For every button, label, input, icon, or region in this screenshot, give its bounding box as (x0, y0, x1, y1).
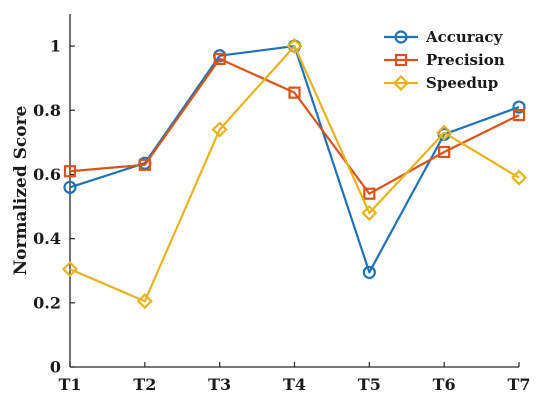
data-point (361, 204, 378, 222)
x-tick-label: T5 (358, 375, 381, 394)
y-tick-label: 0 (50, 358, 61, 377)
series-line (69, 57, 520, 195)
series-precision (63, 52, 526, 200)
data-point (136, 293, 153, 310)
legend-item: Precision (384, 51, 505, 69)
series-speedup (61, 38, 528, 310)
legend-marker (394, 53, 408, 67)
x-tick-label: T4 (283, 375, 306, 394)
legend-label: Speedup (426, 74, 498, 92)
y-tick-label: 0.8 (33, 101, 61, 120)
x-tick-label: T2 (133, 375, 156, 394)
data-point (436, 124, 453, 141)
y-tick-label: 0.2 (33, 293, 61, 312)
x-tick-label: T3 (208, 375, 231, 394)
data-point (63, 180, 77, 194)
x-tick-label: T7 (507, 375, 530, 394)
legend: Accuracy Precision Speedup (384, 28, 505, 92)
data-point (362, 265, 376, 279)
legend-label: Precision (426, 51, 505, 69)
y-axis-title: Normalized Score (11, 105, 31, 275)
data-point (61, 261, 79, 278)
legend-item: Speedup (384, 74, 498, 92)
data-point (138, 158, 151, 171)
data-point (286, 38, 303, 55)
y-tick-label: 0.4 (33, 229, 61, 248)
series-layer (61, 38, 528, 310)
series-line (69, 44, 520, 303)
y-tick-label: 1 (50, 37, 61, 56)
data-point (512, 108, 526, 122)
legend-marker (394, 30, 408, 44)
data-point (438, 145, 451, 159)
legend-label: Accuracy (425, 28, 504, 46)
data-point (288, 86, 301, 99)
data-point (363, 187, 376, 200)
data-point (211, 121, 228, 138)
data-point (63, 165, 77, 178)
legend-marker (392, 74, 410, 92)
y-tick-label: 0.6 (33, 165, 61, 184)
data-point (510, 169, 528, 186)
x-tick-label: T1 (58, 375, 81, 394)
axes (69, 14, 520, 368)
data-point (213, 52, 226, 66)
data-point (512, 100, 526, 114)
tick-labels: 0 0.2 0.4 0.6 0.8 1 T1 T2 T3 T4 T5 T6 T7 (33, 37, 530, 394)
x-tick-label: T6 (433, 375, 456, 394)
legend-item: Accuracy (384, 28, 504, 46)
